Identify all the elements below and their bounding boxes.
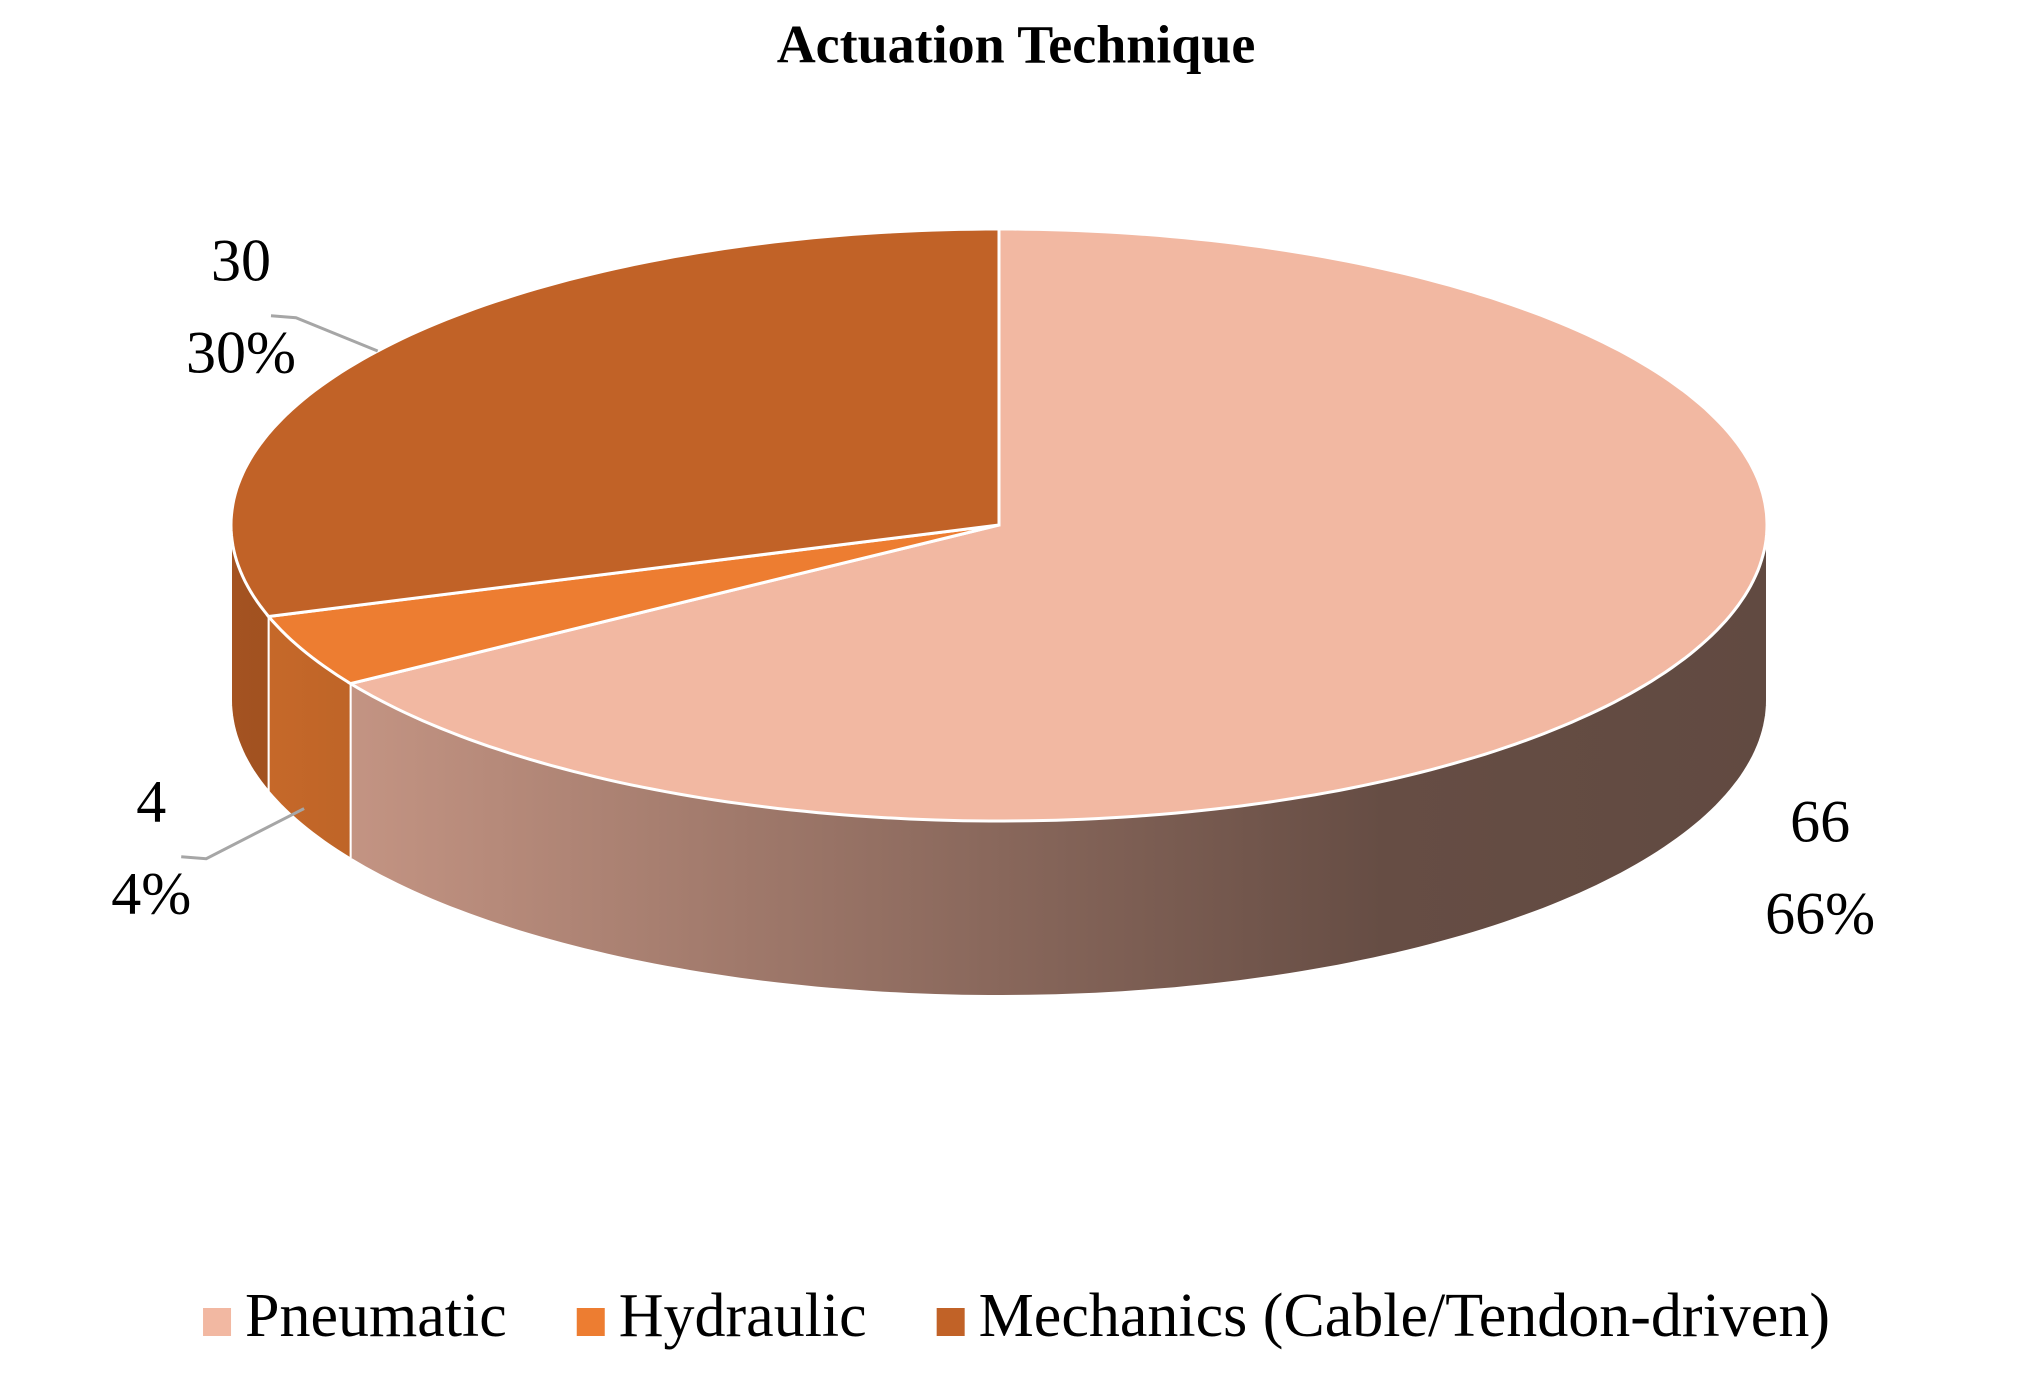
legend-label: Mechanics (Cable/Tendon-driven): [979, 1282, 1830, 1350]
chart-title: Actuation Technique: [777, 14, 1256, 74]
data-label: 4: [136, 769, 166, 835]
legend-swatch: [936, 1308, 965, 1336]
pie-slice: [229, 227, 1001, 619]
legend-swatch: [203, 1308, 232, 1336]
data-label-percent: 66%: [1765, 881, 1875, 947]
legend-label: Hydraulic: [619, 1282, 867, 1350]
pie-slice: [265, 523, 1000, 686]
pie-slice: [346, 227, 1769, 823]
data-label: 30: [211, 228, 271, 294]
legend-label: Pneumatic: [245, 1282, 507, 1350]
leader-line: [270, 314, 379, 353]
data-label-percent: 30%: [186, 320, 296, 386]
legend: Pneumatic Hydraulic Mechanics (Cable/Tendo…: [203, 1282, 1830, 1350]
legend-swatch: [576, 1308, 605, 1336]
leader-line: [181, 807, 305, 861]
data-label: 66: [1790, 789, 1850, 855]
data-label-percent: 4%: [111, 861, 191, 927]
